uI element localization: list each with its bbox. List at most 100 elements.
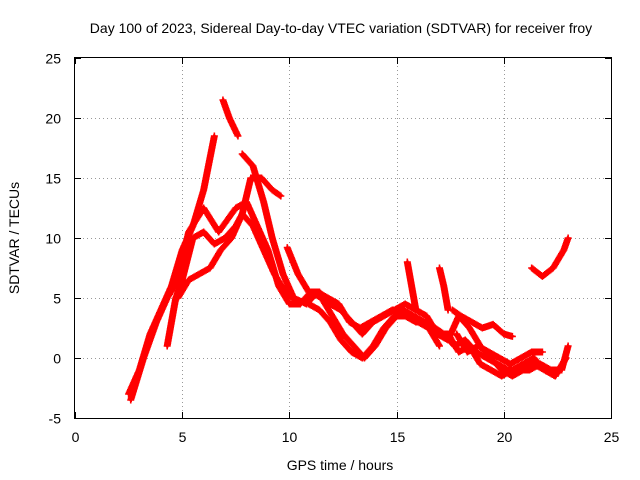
data-point [251, 164, 255, 168]
data-point [260, 176, 264, 180]
data-point [446, 308, 450, 312]
data-point [480, 326, 484, 330]
y-tick-label: -5 [49, 411, 62, 427]
data-point [530, 350, 534, 354]
data-point [191, 236, 195, 240]
data-point [437, 266, 441, 270]
data-point [489, 368, 493, 372]
data-point [467, 326, 471, 330]
data-point [240, 212, 244, 216]
series-track-d [174, 174, 285, 302]
data-point [350, 320, 354, 324]
data-point [500, 374, 504, 378]
series-markers [127, 198, 304, 404]
data-point [197, 272, 201, 276]
data-point [223, 236, 227, 240]
data-point [566, 236, 570, 240]
data-point [425, 314, 429, 318]
x-tick-label: 20 [497, 429, 513, 445]
data-point [279, 194, 283, 198]
data-point [307, 290, 311, 294]
data-point [502, 332, 506, 336]
data-point [202, 206, 206, 210]
data-point [317, 308, 321, 312]
data-point [328, 320, 332, 324]
data-point [442, 284, 446, 288]
data-point [446, 338, 450, 342]
data-point [249, 176, 253, 180]
data-point [287, 302, 291, 306]
data-point [403, 302, 407, 306]
data-point [435, 332, 439, 336]
data-point [463, 338, 467, 342]
data-point [392, 308, 396, 312]
x-tick-label: 0 [72, 429, 80, 445]
data-point [491, 322, 495, 326]
series-track-j [435, 264, 452, 314]
data-point [227, 116, 231, 120]
data-point [392, 314, 396, 318]
data-point [510, 374, 514, 378]
data-point [234, 206, 238, 210]
data-point [532, 356, 536, 360]
y-axis-label: SDTVAR / TECUs [6, 182, 22, 294]
y-tick-label: 15 [45, 171, 61, 187]
y-tick-label: 5 [53, 291, 61, 307]
data-point [540, 350, 544, 354]
data-point [328, 302, 332, 306]
data-point [270, 236, 274, 240]
data-point [217, 230, 221, 234]
data-point [208, 266, 212, 270]
data-point [240, 152, 244, 156]
chart-title: Day 100 of 2023, Sidereal Day-to-day VTE… [90, 20, 592, 36]
series-markers [528, 234, 572, 280]
data-point [487, 350, 491, 354]
data-point [437, 344, 441, 348]
data-point [180, 278, 184, 282]
series-track-m [528, 234, 572, 280]
data-point [154, 320, 158, 324]
data-point [339, 338, 343, 342]
data-point [566, 344, 570, 348]
data-point [510, 334, 514, 338]
data-point [553, 374, 557, 378]
data-point [371, 344, 375, 348]
y-tick-label: 25 [45, 51, 61, 67]
series-track-h [305, 300, 570, 380]
y-tick-label: 20 [45, 111, 61, 127]
data-point [455, 332, 459, 336]
data-point [330, 314, 334, 318]
series-markers [125, 132, 218, 398]
data-point [510, 368, 514, 372]
data-point [352, 344, 356, 348]
data-point [476, 344, 480, 348]
series-track-i [403, 258, 420, 314]
data-point [283, 290, 287, 294]
data-point [187, 278, 191, 282]
data-point [202, 188, 206, 192]
data-point [339, 308, 343, 312]
data-point [202, 230, 206, 234]
data-point [371, 320, 375, 324]
plot-frame [74, 57, 612, 419]
ticks: 0 5 10 15 20 25 -5 0 5 10 15 20 25 [45, 51, 619, 446]
data-point [176, 296, 180, 300]
data-point [498, 356, 502, 360]
data-point [414, 320, 418, 324]
data-point [165, 296, 169, 300]
data-point [230, 236, 234, 240]
x-tick-label: 5 [179, 429, 187, 445]
grid [75, 58, 611, 418]
data-point [262, 248, 266, 252]
data-point [478, 362, 482, 366]
data-point [508, 362, 512, 366]
data-point [410, 284, 414, 288]
data-point [212, 242, 216, 246]
series-markers [435, 264, 452, 314]
series-track-l [453, 330, 546, 368]
data-point [212, 134, 216, 138]
data-point [360, 332, 364, 336]
data-point [292, 296, 296, 300]
data-point [459, 314, 463, 318]
